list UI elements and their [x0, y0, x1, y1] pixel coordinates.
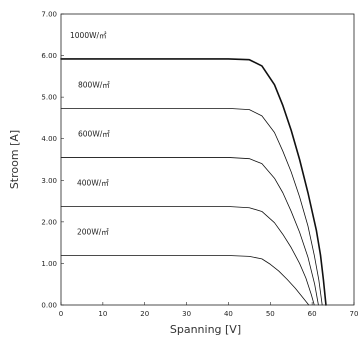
y-tick-label: 2.00: [41, 218, 57, 226]
y-axis-title: Stroom [A]: [8, 130, 21, 189]
series-label: 200W/㎡: [77, 228, 109, 237]
series-label: 400W/㎡: [77, 178, 109, 187]
series-line: [60, 107, 323, 306]
series-line: [60, 157, 319, 306]
series-layer: [60, 58, 327, 306]
x-tick-label: 60: [308, 310, 317, 318]
x-tick-label: 40: [224, 310, 233, 318]
series-line: [60, 255, 310, 306]
x-tick-label: 10: [98, 310, 107, 318]
curve-label-layer: 1000W/㎡ 800W/㎡ 600W/㎡ 400W/㎡ 200W/㎡: [70, 31, 110, 237]
y-tick-label: 4.00: [41, 135, 57, 143]
x-tick-label: 50: [266, 310, 275, 318]
series-line: [60, 206, 315, 306]
series-label: 1000W/㎡: [70, 31, 107, 40]
y-tick-label: 1.00: [41, 260, 57, 268]
x-tick-label: 30: [182, 310, 191, 318]
tick-layer: 0 10 20 30 40 50 60 70 0.00 1.00 2.00 3.00 4.00 5.00 6…: [41, 11, 358, 319]
y-tick-label: 6.00: [41, 52, 57, 60]
x-tick-label: 70: [350, 310, 358, 318]
y-tick-label: 7.00: [41, 11, 57, 19]
y-tick-label: 3.00: [41, 177, 57, 185]
x-tick-label: 20: [140, 310, 149, 318]
x-tick-label: 0: [59, 310, 63, 318]
series-line: [60, 58, 327, 306]
y-tick-label: 5.00: [41, 94, 57, 102]
plot-area-frame: [60, 13, 355, 306]
y-tick-label: 0.00: [41, 302, 57, 310]
x-axis-title: Spanning [V]: [170, 323, 241, 336]
series-label: 800W/㎡: [78, 80, 110, 89]
series-label: 600W/㎡: [78, 129, 110, 138]
